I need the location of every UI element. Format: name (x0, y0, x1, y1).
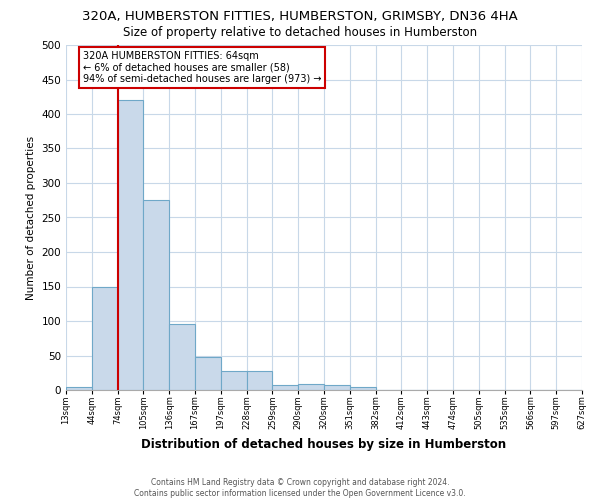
X-axis label: Distribution of detached houses by size in Humberston: Distribution of detached houses by size … (142, 438, 506, 451)
Bar (92, 286, 118, 390)
Text: Size of property relative to detached houses in Humberston: Size of property relative to detached ho… (123, 26, 477, 39)
Bar (221, 370, 247, 390)
Bar (118, 100, 143, 390)
Text: 320A HUMBERSTON FITTIES: 64sqm
← 6% of detached houses are smaller (58)
94% of s: 320A HUMBERSTON FITTIES: 64sqm ← 6% of d… (83, 50, 321, 84)
Bar (350, 387, 376, 390)
Bar (195, 357, 221, 390)
Y-axis label: Number of detached properties: Number of detached properties (26, 136, 36, 300)
Bar (324, 385, 350, 390)
Bar (143, 200, 169, 390)
Bar (66, 386, 92, 390)
Text: 320A, HUMBERSTON FITTIES, HUMBERSTON, GRIMSBY, DN36 4HA: 320A, HUMBERSTON FITTIES, HUMBERSTON, GR… (82, 10, 518, 23)
Bar (298, 384, 324, 390)
Text: Contains HM Land Registry data © Crown copyright and database right 2024.
Contai: Contains HM Land Registry data © Crown c… (134, 478, 466, 498)
Bar (247, 370, 272, 390)
Bar (169, 324, 195, 390)
Bar (272, 385, 298, 390)
